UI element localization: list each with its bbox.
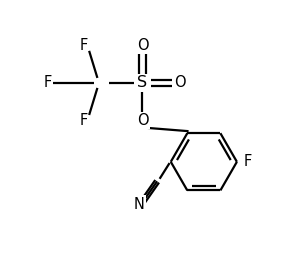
Text: F: F — [80, 113, 88, 128]
Text: S: S — [137, 76, 148, 90]
Text: O: O — [137, 113, 148, 128]
Text: F: F — [244, 154, 252, 169]
Text: N: N — [134, 197, 145, 212]
Text: O: O — [137, 38, 148, 53]
Text: O: O — [174, 76, 186, 90]
Text: F: F — [80, 38, 88, 53]
Text: F: F — [43, 76, 51, 90]
